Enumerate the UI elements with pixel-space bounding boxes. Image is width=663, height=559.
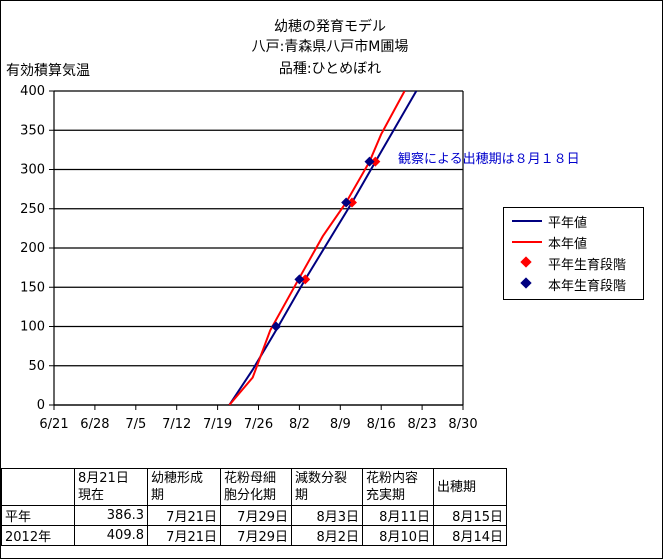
table-cell: 8月14日 [433,525,507,546]
legend-item-normal-line: 平年値 [510,211,587,231]
legend-item-current-stage: 本年生育段階 [510,274,626,294]
table-cell: 386.3 [74,505,148,526]
line-chart: 0 50 100 150 200 250 300 350 400 6/21 6/28 7/5 7/12 7… [20,84,477,432]
legend-item-normal-stage: 平年生育段階 [510,253,626,273]
legend-marker-symbol [510,256,544,269]
x-tick-label: 8/30 [448,417,477,432]
y-tick-label: 250 [20,202,45,217]
stage-marker-current [294,274,305,285]
table-cell: 7月21日 [147,505,221,526]
y-tick-label: 100 [20,320,45,335]
table-row: 2012年 409.8 7月21日 7月29日 8月2日 8月10日 8月14日 [1,525,507,546]
table-row: 平年 386.3 7月21日 7月29日 8月3日 8月11日 8月15日 [1,505,507,526]
x-tick-label: 7/5 [125,417,146,432]
y-tick-label: 0 [37,398,45,413]
legend-label: 平年値 [548,215,588,231]
series-line-current [228,91,406,405]
growth-stage-table: 8月21日 現在 幼穂形成期 花粉母細 胞分化期 減数分裂期 花粉内容 充実期 出穂期… [1,468,507,546]
y-tick-label: 350 [20,123,45,138]
legend-label: 本年生育段階 [548,278,627,294]
table-row-label: 平年 [1,505,75,526]
x-tick-label: 8/16 [367,417,396,432]
x-tick-label: 8/2 [289,417,310,432]
chart-title-line-1: 幼穂の発育モデル [274,19,386,35]
table-row-label: 2012年 [1,525,75,546]
table-header-cell: 出穂期 [433,468,507,506]
stage-marker-normal [300,274,311,285]
y-tick-label: 150 [20,280,45,295]
legend-line-symbol [510,215,544,227]
chart-title-line-2: 八戸:青森県八戸市M圃場 [251,39,409,55]
x-tick-label: 7/19 [203,417,232,432]
table-cell: 8月10日 [362,525,434,546]
x-tick-label: 7/12 [162,417,191,432]
x-tick-label: 6/21 [39,417,68,432]
table-cell: 7月21日 [147,525,221,546]
table-header-cell: 花粉母細 胞分化期 [220,468,292,506]
y-tick-label: 50 [28,359,45,374]
table-header-cell: 花粉内容 充実期 [362,468,434,506]
stage-marker-current [364,156,375,167]
stage-marker-current [341,197,352,208]
y-tick-label: 200 [20,241,45,256]
y-axis-label: 有効積算気温 [6,63,90,79]
legend-marker-symbol [510,277,544,290]
table-cell: 409.8 [74,525,148,546]
stage-marker-current [271,321,282,332]
table-cell: 7月29日 [220,525,292,546]
stage-marker-normal [346,197,357,208]
chart-title-line-3: 品種:ひとめぼれ [278,61,382,77]
table-cell: 8月11日 [362,505,434,526]
legend-label: 本年値 [548,236,588,252]
y-tick-label: 400 [20,84,45,99]
table-header-cell [1,468,75,506]
x-tick-label: 7/26 [244,417,273,432]
stage-marker-normal [370,156,381,167]
table-cell: 7月29日 [220,505,292,526]
legend-line-symbol [510,236,544,248]
x-tick-label: 8/23 [407,417,436,432]
x-tick-label: 8/9 [330,417,351,432]
x-tick-label: 6/28 [80,417,109,432]
heading-observation-annotation: 観察による出穂期は８月１８日 [398,152,580,167]
chart-legend: 平年値 本年値 平年生育段階 本年生育段階 [503,207,644,300]
legend-label: 平年生育段階 [548,257,627,273]
table-header-cell: 8月21日 現在 [74,468,148,506]
table-cell: 8月2日 [291,525,363,546]
table-header-cell: 幼穂形成期 [147,468,221,506]
table-header-cell: 減数分裂期 [291,468,363,506]
y-tick-label: 300 [20,163,45,178]
table-cell: 8月3日 [291,505,363,526]
table-cell: 8月15日 [433,505,507,526]
legend-item-current-line: 本年値 [510,232,587,252]
table-header-row: 8月21日 現在 幼穂形成期 花粉母細 胞分化期 減数分裂期 花粉内容 充実期 出穂期 [1,468,507,506]
